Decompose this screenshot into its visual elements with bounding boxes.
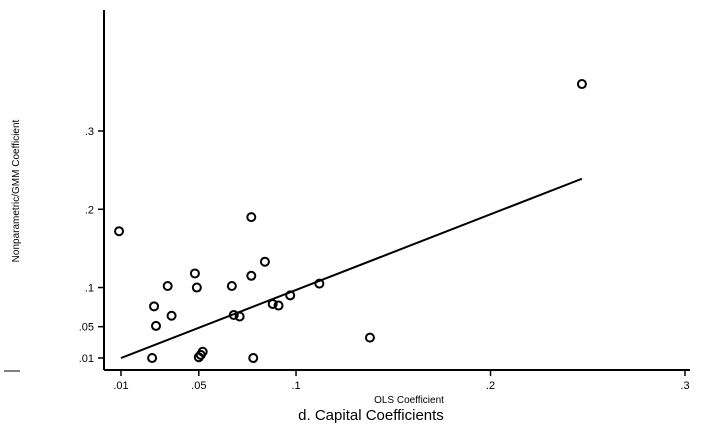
y-tick-label: .05	[79, 322, 94, 334]
data-point	[162, 280, 173, 291]
data-point	[285, 290, 296, 301]
x-tick-label: .01	[113, 380, 128, 392]
fit-line	[120, 177, 583, 359]
data-point	[246, 212, 257, 223]
chart-caption: d. Capital Coefficients	[298, 407, 444, 424]
data-point	[246, 270, 257, 281]
data-points	[114, 79, 587, 363]
data-point	[228, 309, 239, 320]
data-point	[576, 79, 587, 90]
data-point	[149, 301, 160, 312]
y-axis-title: Nonparametric/GMM Coefficient	[11, 119, 22, 262]
y-ticks: .01 .05 .1 .2 .3	[79, 126, 104, 365]
x-tick-label: .2	[486, 380, 495, 392]
x-tick-label: .1	[291, 380, 300, 392]
x-tick-label: .05	[191, 380, 206, 392]
data-point	[151, 320, 162, 331]
data-point	[147, 353, 158, 363]
data-point	[267, 298, 278, 309]
data-point	[226, 280, 237, 291]
data-point	[248, 353, 259, 363]
data-point	[166, 310, 177, 321]
data-point	[314, 278, 325, 289]
data-point	[197, 346, 208, 357]
data-point	[189, 268, 200, 279]
x-tick-label: .3	[680, 380, 689, 392]
data-point	[273, 300, 284, 311]
x-ticks: .01 .05 .1 .2 .3	[113, 370, 690, 392]
y-tick-label: .01	[79, 353, 94, 365]
x-axis-title: OLS Coefficient	[374, 395, 444, 406]
data-point	[191, 282, 202, 293]
data-point	[114, 226, 125, 237]
y-tick-label: .2	[85, 204, 94, 216]
data-point	[259, 256, 270, 267]
y-tick-label: .3	[85, 126, 94, 138]
fit-line-group	[120, 177, 583, 359]
y-tick-label: .1	[85, 283, 94, 295]
axes	[103, 10, 690, 371]
data-point	[234, 311, 245, 322]
data-point	[364, 332, 375, 343]
